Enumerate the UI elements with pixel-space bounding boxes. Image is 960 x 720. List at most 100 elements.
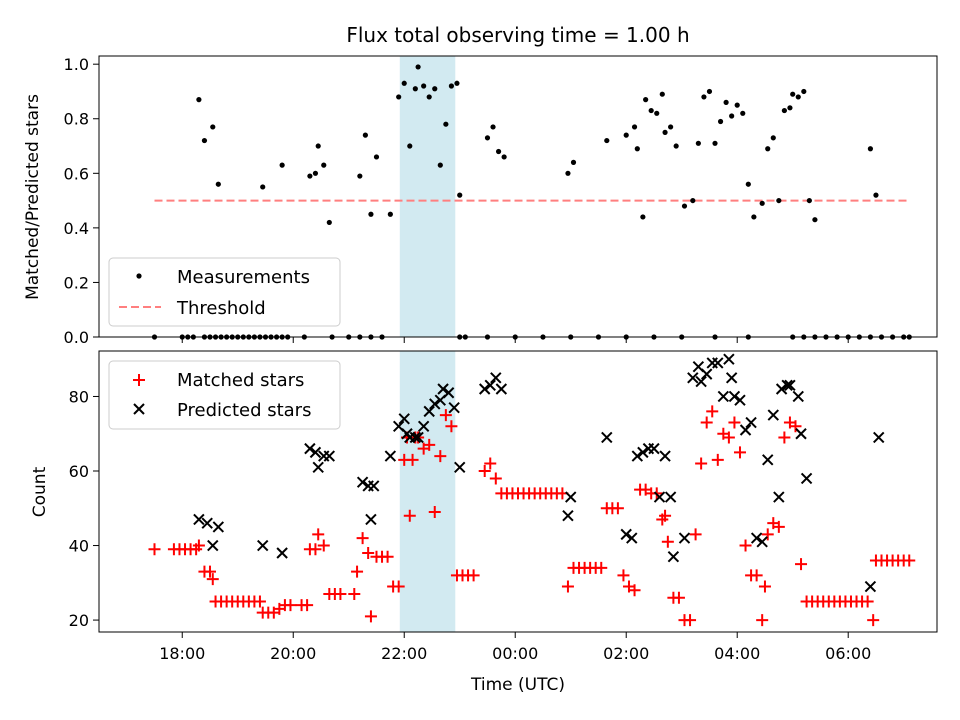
ratio-marks xyxy=(151,64,912,340)
measurement-point xyxy=(432,86,438,92)
matched-stars-point xyxy=(351,565,364,578)
predicted-stars-point xyxy=(695,375,707,388)
measurement-point xyxy=(673,143,679,149)
counts-y-label: Count xyxy=(30,466,50,517)
measurement-point xyxy=(373,154,380,160)
predicted-stars-point xyxy=(257,539,269,552)
measurement-point xyxy=(806,197,812,204)
matched-stars-point xyxy=(903,554,916,567)
counts-panel-frame xyxy=(98,350,938,633)
matched-stars-point xyxy=(356,532,369,545)
measurement-point xyxy=(321,162,327,168)
predicted-stars-point xyxy=(637,446,649,459)
legend-measurements-label: Measurements xyxy=(177,267,310,288)
measurement-point xyxy=(751,214,757,220)
matched-stars-point xyxy=(148,543,161,556)
measurement-point xyxy=(695,140,701,146)
predicted-stars-point xyxy=(309,446,322,459)
predicted-stars-point xyxy=(448,401,460,414)
predicted-stars-point xyxy=(565,491,577,503)
predicted-stars-point xyxy=(495,383,508,395)
measurement-point xyxy=(701,94,707,100)
matched-stars-point xyxy=(489,472,502,485)
measurement-point xyxy=(640,214,646,220)
y-tick-label: 60 xyxy=(69,462,89,481)
predicted-stars-point xyxy=(201,517,213,529)
measurement-point xyxy=(565,170,571,176)
predicted-stars-point xyxy=(648,442,660,455)
matched-stars-point xyxy=(334,587,347,600)
counts-legend-box xyxy=(108,360,341,430)
y-tick-label: 1.0 xyxy=(64,55,89,74)
counts-marks xyxy=(148,353,916,627)
predicted-stars-point xyxy=(212,521,225,533)
measurement-point xyxy=(260,184,266,190)
measurement-point xyxy=(623,132,629,138)
predicted-stars-point xyxy=(653,491,666,503)
measurement-point xyxy=(643,97,649,103)
predicted-stars-point xyxy=(442,387,455,399)
counts-x-axis: 18:00 20:00 22:00 00:00 02:00 04:00 06:00 xyxy=(159,632,871,663)
x-tick-label: 22:00 xyxy=(381,644,427,663)
predicted-stars-point xyxy=(490,372,502,384)
measurement-point xyxy=(307,173,313,179)
measurement-point xyxy=(659,91,665,97)
measurement-point xyxy=(357,173,363,179)
chart-title: Flux total observing time = 1.00 h xyxy=(346,23,689,47)
measurement-point xyxy=(454,80,460,86)
predicted-stars-point xyxy=(678,532,691,544)
matched-stars-point xyxy=(861,595,874,608)
predicted-stars-point xyxy=(864,580,877,593)
measurement-point xyxy=(654,110,660,116)
predicted-stars-point xyxy=(767,409,779,421)
predicted-stars-point xyxy=(323,450,336,462)
predicted-stars-point xyxy=(717,390,730,403)
predicted-stars-point xyxy=(478,383,491,395)
predicted-stars-point xyxy=(667,551,680,563)
highlight-span-top xyxy=(399,56,456,337)
measurement-point xyxy=(210,124,216,130)
measurement-point xyxy=(723,99,729,105)
predicted-stars-point xyxy=(784,379,796,391)
matched-stars-point xyxy=(758,580,771,593)
predicted-stars-point xyxy=(739,424,752,436)
predicted-stars-point xyxy=(276,547,288,559)
matched-stars-point xyxy=(695,457,708,470)
counts-panel: 20 40 60 80 18:00 20:00 22:00 00:00 02:00 04:00 0… xyxy=(30,350,938,695)
measurement-point xyxy=(681,203,688,209)
predicted-stars-point xyxy=(365,513,377,526)
matched-stars-point xyxy=(711,453,724,466)
measurement-point xyxy=(781,107,787,114)
measurement-point xyxy=(706,88,713,95)
ratio-legend-box xyxy=(108,257,341,327)
measurement-point xyxy=(326,219,332,226)
measurement-point xyxy=(765,146,771,152)
matched-stars-point xyxy=(428,505,441,518)
measurement-point xyxy=(570,159,577,165)
measurement-point xyxy=(362,132,368,138)
predicted-stars-point xyxy=(795,428,807,440)
matched-stars-point xyxy=(617,569,630,582)
predicted-stars-point xyxy=(429,398,441,410)
x-tick-label: 02:00 xyxy=(603,644,649,663)
matched-stars-point xyxy=(761,528,774,541)
measurement-point xyxy=(215,181,221,187)
predicted-stars-point xyxy=(417,420,430,432)
ratio-panel: 0.0 0.2 0.4 0.6 0.8 1.0 Matched/Predicted sta… xyxy=(23,55,938,347)
counts-legend: Matched stars Predicted stars xyxy=(108,360,341,430)
matched-stars-point xyxy=(689,528,702,541)
predicted-stars-point xyxy=(631,450,644,462)
matched-stars-point xyxy=(467,569,480,582)
predicted-stars-point xyxy=(437,383,449,395)
legend-matched-marker xyxy=(133,374,145,386)
measurement-point xyxy=(668,124,674,130)
y-tick-label: 0.4 xyxy=(64,219,89,238)
measurement-point xyxy=(717,118,724,125)
predicted-stars-point xyxy=(412,431,424,444)
predicted-stars-point xyxy=(800,472,813,485)
measurement-point xyxy=(812,217,818,223)
y-tick-label: 0.6 xyxy=(64,164,89,183)
matched-stars-point xyxy=(253,595,266,608)
measurement-point xyxy=(315,143,321,149)
